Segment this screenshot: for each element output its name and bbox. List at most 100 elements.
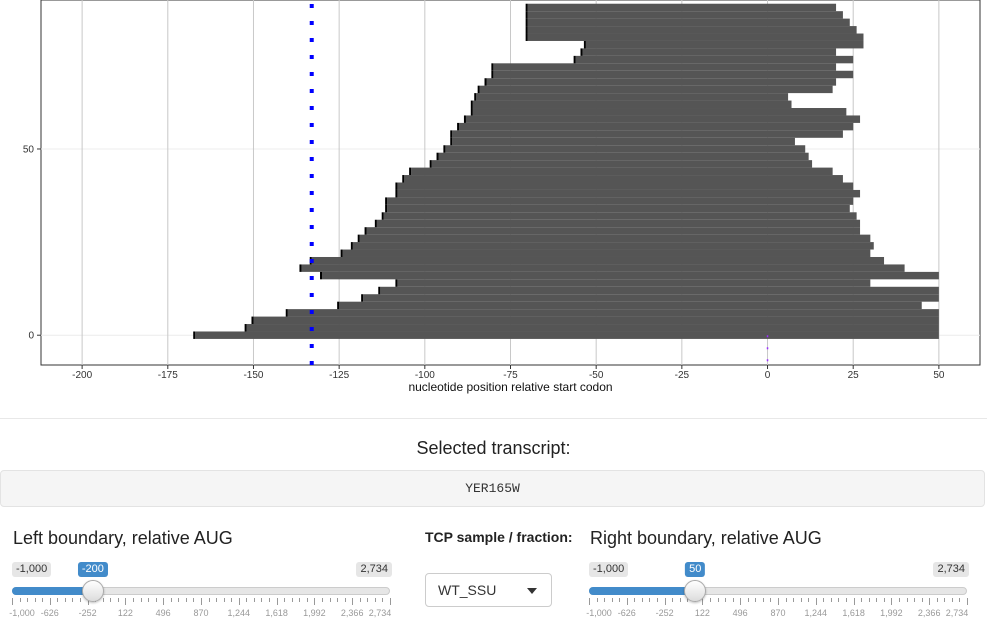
slider-tick	[861, 598, 863, 602]
slider-tick	[921, 598, 923, 602]
footprint-row	[359, 234, 871, 243]
slider-tick	[299, 598, 301, 602]
slider-tick-label: 122	[694, 608, 710, 618]
slider-tick	[314, 598, 316, 605]
slider-tick	[883, 598, 885, 602]
slider-tick	[823, 598, 825, 602]
slider-tick	[740, 598, 742, 605]
slider-tick	[223, 598, 225, 602]
slider-tick	[959, 598, 961, 602]
footprint-row-start	[491, 63, 494, 71]
slider-tick	[951, 598, 953, 602]
slider-tick	[125, 598, 127, 605]
footprint-row	[493, 63, 837, 71]
footprint-row	[363, 294, 939, 302]
slider-tick	[231, 598, 233, 602]
right-boundary-slider[interactable]: -1,000 2,734 50 -1,000 -626 -252 122 496 870 1…	[586, 562, 969, 622]
footprint-row-start	[525, 26, 528, 34]
footprint-row	[459, 122, 854, 131]
footprint-row	[301, 264, 905, 272]
slider-tick	[830, 598, 832, 602]
right-slider-value: 50	[685, 562, 706, 577]
slider-tick	[329, 598, 331, 602]
footprint-row-start	[193, 331, 196, 339]
footprint-row	[585, 40, 864, 49]
tcp-sample-select[interactable]: WT_SSU	[425, 573, 552, 607]
slider-tick	[276, 598, 278, 605]
slider-tick	[657, 598, 659, 602]
footprint-row-start	[484, 78, 487, 86]
slider-tick	[72, 598, 74, 602]
right-slider-min: -1,000	[589, 562, 629, 577]
slider-tick	[155, 598, 157, 602]
footprint-row-start	[350, 242, 353, 250]
footprint-row	[380, 286, 939, 295]
footprint-row-start	[361, 294, 364, 302]
x-tick-label: 0	[765, 370, 771, 381]
footprint-row-start	[364, 227, 367, 235]
footprint-row-start	[374, 219, 377, 228]
slider-tick	[140, 598, 142, 602]
footprint-row	[472, 100, 792, 109]
footprint-row-start	[357, 234, 360, 243]
x-tick-label: -100	[415, 370, 435, 381]
footprint-row-start	[450, 130, 453, 138]
slider-tick-label: 496	[732, 608, 748, 618]
slider-tick	[770, 598, 772, 602]
slider-tick	[679, 598, 681, 602]
slider-tick	[201, 598, 202, 605]
footprint-row	[352, 242, 874, 250]
right-slider-handle[interactable]	[684, 580, 707, 602]
slider-tick	[868, 598, 870, 602]
slider-tick	[253, 598, 255, 602]
footprint-row	[387, 204, 850, 213]
footprint-row-start	[525, 3, 528, 12]
x-tick-label: -150	[243, 370, 263, 381]
slider-tick	[208, 598, 210, 602]
slider-tick	[709, 598, 711, 602]
slider-tick	[382, 598, 384, 602]
footprint-row	[397, 189, 861, 198]
left-boundary-slider[interactable]: -1,000 2,734 -200 -1,000 -626 -252 122 496 87…	[9, 562, 392, 622]
x-tick-label: -175	[158, 370, 178, 381]
footprint-row-start	[580, 48, 583, 56]
footprint-row-start	[474, 93, 477, 101]
slider-tick	[793, 598, 795, 602]
slider-tick	[321, 598, 323, 602]
slider-tick	[34, 598, 36, 602]
slider-tick	[367, 598, 369, 602]
slider-tick-label: 870	[770, 608, 786, 618]
x-tick-label: -25	[675, 370, 690, 381]
slider-tick	[800, 598, 802, 602]
footprint-row	[527, 26, 857, 34]
footprint-row	[527, 11, 843, 19]
slider-tick-label: 1,244	[227, 608, 251, 618]
footprint-row	[287, 309, 939, 317]
footprint-row-start	[395, 189, 398, 198]
slider-tick	[641, 598, 643, 602]
selected-transcript-box: YER165W	[0, 470, 985, 507]
left-boundary-title: Left boundary, relative AUG	[13, 528, 233, 548]
footprint-row	[383, 212, 857, 220]
left-slider-max: 2,734	[356, 562, 392, 577]
footprint-row	[465, 115, 861, 123]
slider-tick	[838, 598, 840, 602]
footprint-row	[575, 55, 854, 64]
tcp-sample-value: WT_SSU	[438, 582, 497, 598]
slider-tick	[390, 598, 391, 605]
slider-tick	[27, 598, 29, 602]
slider-tick	[702, 598, 704, 605]
footprint-row-start	[457, 122, 460, 131]
footprint-row-start	[443, 145, 446, 153]
slider-tick	[687, 598, 689, 602]
slider-tick	[914, 598, 916, 602]
footprint-row-start	[320, 271, 323, 280]
footprint-row-start	[491, 70, 494, 79]
x-tick-label: -125	[329, 370, 349, 381]
footprint-row-start	[395, 182, 398, 190]
slider-tick	[178, 598, 180, 602]
footprint-row	[322, 271, 939, 280]
left-slider-handle[interactable]	[81, 580, 104, 602]
slider-tick	[936, 598, 938, 602]
slider-tick	[717, 598, 719, 602]
